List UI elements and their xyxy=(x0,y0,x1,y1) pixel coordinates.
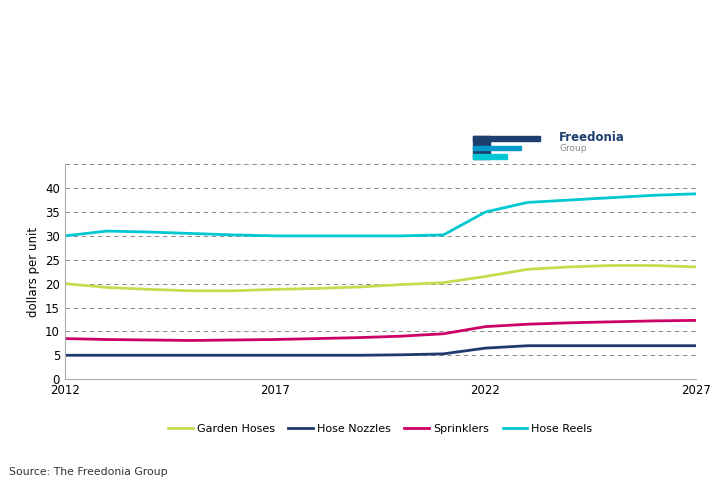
Bar xyxy=(474,136,540,142)
Text: Freedonia: Freedonia xyxy=(559,130,625,143)
Text: (dollars per unit): (dollars per unit) xyxy=(9,94,120,104)
Text: Source: The Freedonia Group: Source: The Freedonia Group xyxy=(9,467,167,477)
Text: Lawn & Garden Watering Product Average Price for Selected Products,: Lawn & Garden Watering Product Average P… xyxy=(9,38,466,48)
Y-axis label: dollars per unit: dollars per unit xyxy=(27,227,40,317)
Bar xyxy=(474,155,507,159)
Text: Figure 3-3.: Figure 3-3. xyxy=(9,10,80,20)
Bar xyxy=(474,146,521,150)
Text: Group: Group xyxy=(559,144,587,153)
Text: 2012 – 2027: 2012 – 2027 xyxy=(9,66,86,76)
Legend: Garden Hoses, Hose Nozzles, Sprinklers, Hose Reels: Garden Hoses, Hose Nozzles, Sprinklers, … xyxy=(164,419,597,438)
Bar xyxy=(474,136,490,159)
